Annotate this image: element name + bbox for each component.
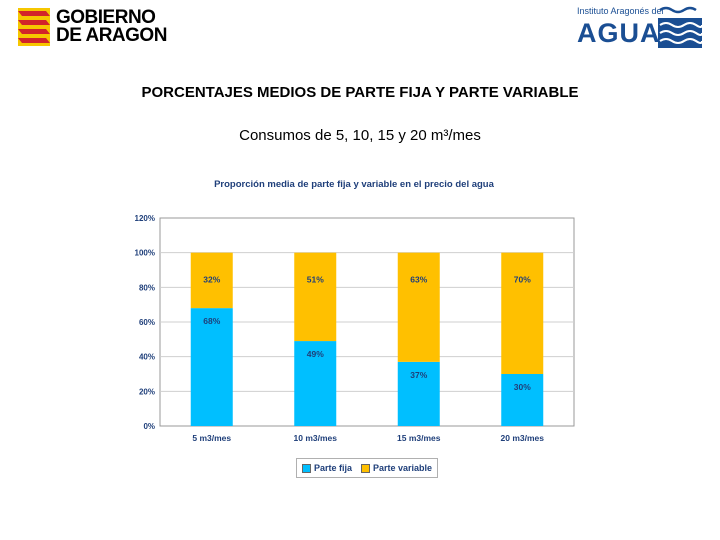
data-label: 68% [203, 316, 220, 326]
chart-legend: Parte fija Parte variable [296, 458, 438, 478]
page-subtitle: Consumos de 5, 10, 15 y 20 m³/mes [239, 127, 481, 144]
legend-swatch-variable [360, 463, 370, 473]
bar-segment [501, 252, 544, 374]
gobierno-aragon-wordmark: GOBIERNO DE ARAGON [56, 7, 167, 46]
data-label: 63% [410, 275, 427, 285]
chart-title: Proporción media de parte fija y variabl… [214, 179, 494, 190]
data-label: 49% [307, 349, 324, 359]
bar-segment [294, 252, 337, 342]
agua-wordmark: AGUA [577, 18, 661, 48]
bar-segment [501, 374, 544, 426]
instituto-agua-logo: Instituto Aragonés del AGUA [574, 4, 704, 48]
y-tick-label: 60% [139, 318, 155, 327]
x-tick-label: 15 m3/mes [397, 433, 441, 443]
bar-segment [190, 308, 233, 426]
y-tick-label: 80% [139, 283, 155, 292]
data-label: 70% [514, 275, 531, 285]
legend-label-variable: Parte variable [372, 463, 433, 473]
chart-canvas: 0% 20% 40% 60% 80% 100% 120% 68% 32% 5 m3/mes 49% 5… [135, 214, 575, 443]
stacked-bar-chart: Proporción media de parte fija y variabl… [126, 172, 582, 490]
gobierno-aragon-logo: GOBIERNO DE ARAGON [18, 8, 178, 48]
waves-icon [658, 6, 702, 48]
y-tick-label: 120% [135, 214, 155, 223]
legend-item-variable: Parte variable [360, 463, 433, 473]
bar-segment [190, 252, 233, 309]
instituto-label: Instituto Aragonés del [577, 6, 664, 16]
y-tick-label: 100% [135, 249, 155, 258]
legend-label-fija: Parte fija [313, 463, 352, 473]
data-label: 30% [514, 382, 531, 392]
data-label: 37% [410, 370, 427, 380]
aragon-flag-icon [18, 8, 50, 46]
page-title: PORCENTAJES MEDIOS DE PARTE FIJA Y PARTE… [141, 84, 579, 101]
x-tick-label: 20 m3/mes [501, 433, 545, 443]
y-tick-label: 0% [143, 422, 155, 431]
bar-segment [397, 361, 440, 426]
data-label: 51% [307, 275, 324, 285]
bar-segment [397, 252, 440, 362]
data-label: 32% [203, 275, 220, 285]
legend-item-fija: Parte fija [301, 463, 352, 473]
y-tick-label: 40% [139, 353, 155, 362]
y-tick-label: 20% [139, 387, 155, 396]
legend-swatch-fija [301, 463, 311, 473]
x-tick-label: 5 m3/mes [192, 433, 231, 443]
x-tick-label: 10 m3/mes [294, 433, 338, 443]
bar-segment [294, 341, 337, 426]
